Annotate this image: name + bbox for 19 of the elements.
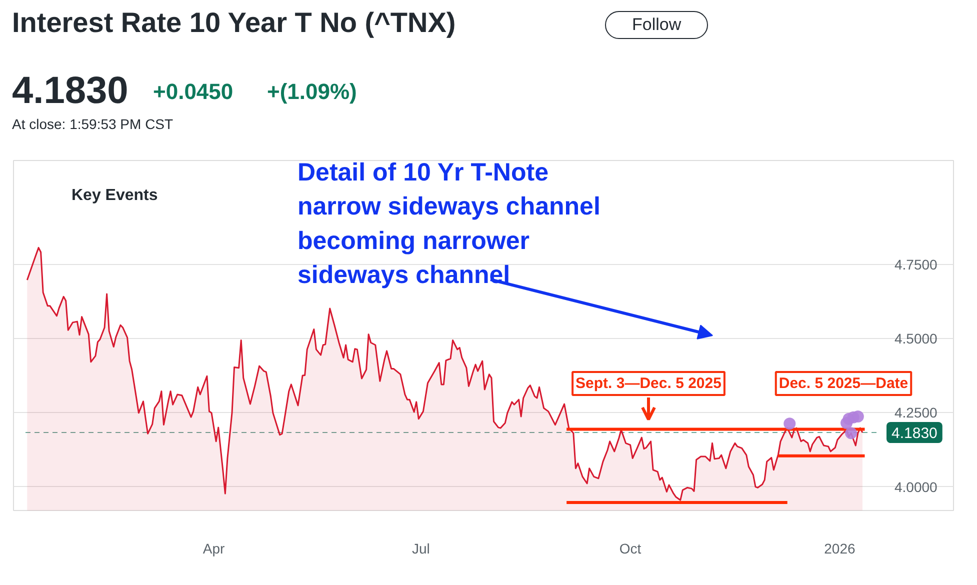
ref-line-label: 4.1830: [892, 424, 938, 442]
x-tick-label: Oct: [619, 540, 642, 556]
y-tick-label: 4.0000: [894, 478, 938, 495]
text: 4.1830: [12, 69, 128, 114]
annotation: Dec. 5 2025—Date: [778, 375, 908, 392]
text: +0.0450: [153, 78, 234, 106]
text: +(1.09%): [267, 78, 357, 106]
y-tick-label: 4.7500: [894, 256, 938, 272]
annotation: Detail of 10 Yr T-Note narrow sideways channel becoming narrower sideways channel: [298, 158, 600, 289]
x-tick-label: Apr: [202, 540, 226, 556]
annotation: Key Events: [72, 187, 158, 204]
y-tick-label: 4.2500: [894, 404, 938, 421]
text: At close: 1:59:53 PM CST: [12, 116, 174, 132]
y-tick-label: 4.5000: [894, 330, 938, 346]
annotation: Sept. 3—Dec. 5 2025: [576, 375, 722, 392]
text: Follow: [605, 10, 708, 40]
chart-title: Interest Rate 10 Year T No (^TNX): [12, 6, 456, 40]
x-tick-label: 2026: [824, 540, 856, 556]
x-tick-label: Jul: [412, 540, 430, 556]
